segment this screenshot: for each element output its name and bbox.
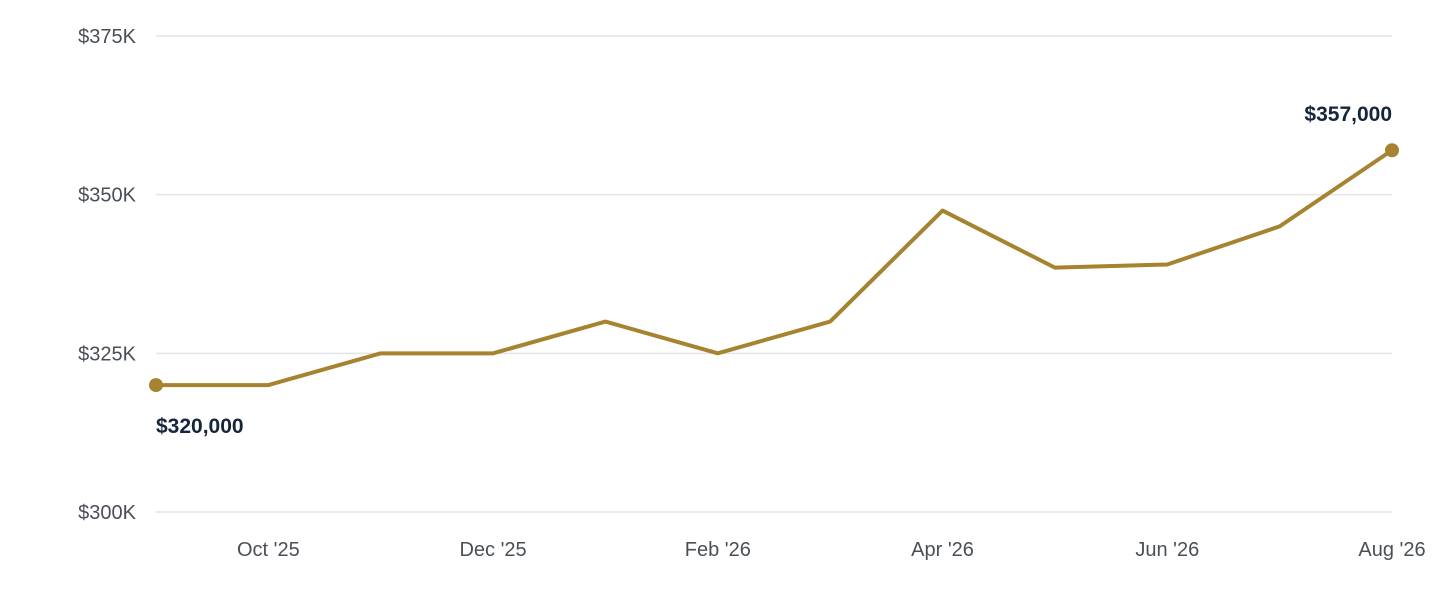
y-tick-label: $350K: [78, 185, 136, 207]
y-tick-label: $300K: [78, 502, 136, 524]
series-line: [154, 148, 1394, 388]
y-axis: $300K $325K $350K $375K: [78, 26, 136, 524]
x-tick-label: Aug '26: [1358, 539, 1425, 561]
data-label: $357,000: [1304, 103, 1392, 126]
annotations: $320,000 $357,000: [149, 103, 1399, 438]
x-axis: Oct '25 Dec '25 Feb '26 Apr '26 Jun '26 Aug '…: [237, 539, 1426, 561]
y-tick-label: $325K: [78, 343, 136, 365]
data-label: $320,000: [156, 415, 244, 438]
data-point-marker: [1385, 143, 1399, 158]
x-tick-label: Feb '26: [685, 539, 751, 561]
x-tick-label: Oct '25: [237, 539, 300, 561]
data-point-marker: [149, 378, 163, 393]
y-tick-label: $375K: [78, 26, 136, 48]
series: [154, 148, 1394, 388]
gridlines: [156, 35, 1392, 513]
x-tick-label: Dec '25: [459, 539, 526, 561]
x-tick-label: Apr '26: [911, 539, 974, 561]
x-tick-label: Jun '26: [1135, 539, 1199, 561]
